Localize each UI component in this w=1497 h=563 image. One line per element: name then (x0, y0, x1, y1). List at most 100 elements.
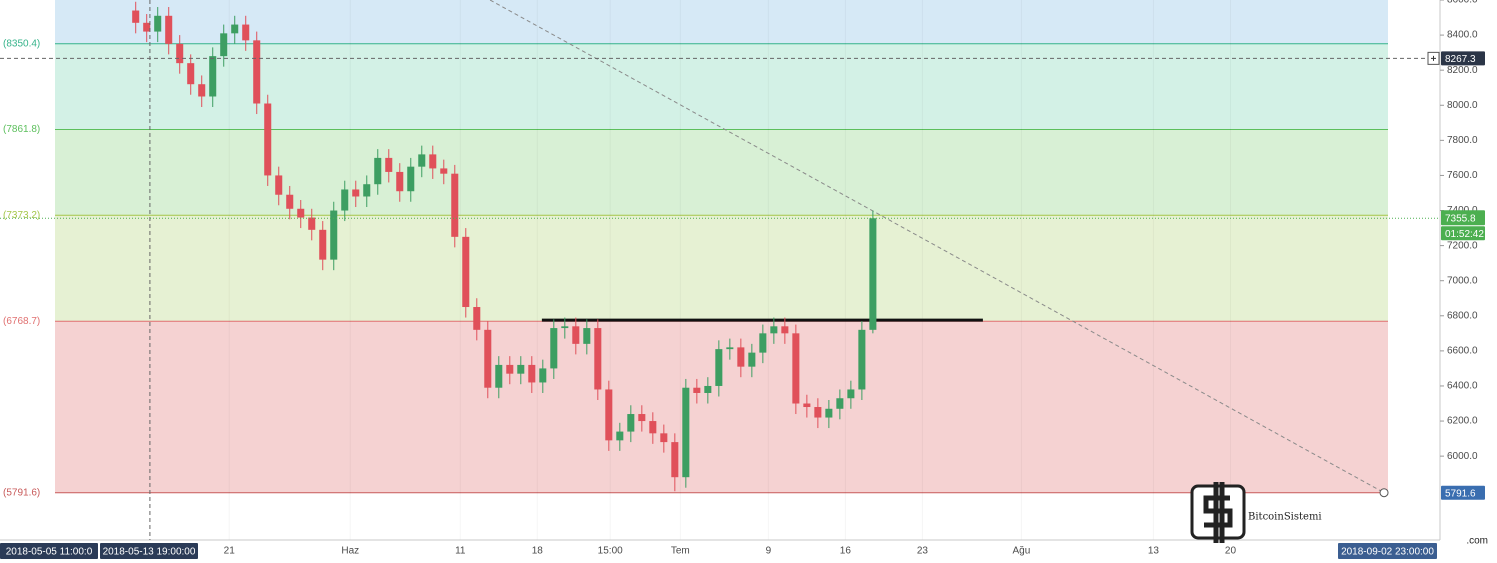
candle-body (143, 22, 151, 32)
candle-body (814, 407, 822, 418)
crosshair-time: 2018-05-13 19:00:00 (103, 547, 196, 558)
y-tick-label: 7800.0 (1447, 135, 1478, 146)
left-time-badge: 2018-05-05 11:00:0 (6, 547, 93, 558)
candle-body (374, 157, 382, 185)
x-tick-label: 9 (766, 546, 772, 557)
candle-body (352, 189, 360, 197)
candle-body (770, 326, 778, 334)
candle-body (704, 385, 712, 393)
x-tick-label: 21 (224, 546, 236, 557)
y-tick-label: 8200.0 (1447, 65, 1478, 76)
x-tick-label: 11 (455, 546, 466, 557)
candle-body (572, 326, 580, 344)
candle-body (583, 328, 591, 344)
candle-body (242, 24, 250, 41)
fib-label: (6768.7) (3, 316, 40, 327)
y-tick-label: 8000.0 (1447, 100, 1478, 111)
candle-body (539, 368, 547, 383)
x-tick-label: Tem (671, 546, 690, 557)
fib-label: (7861.8) (3, 124, 40, 135)
y-tick-label: 6800.0 (1447, 310, 1478, 321)
candle-body (671, 442, 679, 478)
candle-body (781, 326, 789, 334)
fib-label: (7373.2) (3, 210, 40, 221)
x-tick-label: 20 (1225, 546, 1237, 557)
trendline-price-box (1441, 485, 1485, 500)
fib-band (55, 321, 1388, 493)
candle-body (726, 347, 734, 350)
candle-body (649, 421, 657, 434)
x-tick-label: 23 (917, 546, 929, 557)
y-tick-label: 7600.0 (1447, 170, 1478, 181)
x-tick-label: 15:00 (598, 546, 623, 557)
trendline-time: 2018-09-02 23:00:00 (1341, 547, 1434, 558)
candle-body (495, 364, 503, 388)
candle-body (528, 364, 536, 383)
countdown: 01:52:42 (1445, 229, 1484, 240)
candle-body (869, 218, 877, 330)
candle-body (561, 326, 569, 329)
countdown-box (1441, 226, 1485, 241)
candle-body (605, 389, 613, 441)
candle-body (231, 24, 239, 34)
candle-body (693, 387, 701, 393)
candle-body (275, 175, 283, 195)
candle-body (748, 352, 756, 367)
candle-body (385, 157, 393, 172)
candle-body (616, 431, 624, 441)
candle-body (165, 15, 173, 44)
candle-body (297, 208, 305, 218)
fib-band (55, 129, 1388, 216)
candle-body (682, 387, 690, 478)
candle-body (506, 364, 514, 374)
crosshair-price-box (1441, 51, 1485, 66)
fib-band (55, 215, 1388, 322)
candle-body (132, 10, 140, 23)
candle-body (440, 168, 448, 174)
candle-body (451, 173, 459, 237)
candle-body (792, 333, 800, 404)
crosshair-plus-icon (1431, 55, 1436, 61)
y-tick-label: 6200.0 (1447, 416, 1478, 427)
fib-label: (8350.4) (3, 38, 40, 49)
logo-icon (1203, 482, 1233, 543)
candle-body (759, 333, 767, 353)
candle-body (473, 307, 481, 330)
x-tick-label: 18 (532, 546, 544, 557)
candle-body (418, 154, 426, 167)
candle-body (836, 398, 844, 409)
last-price: 7355.8 (1445, 213, 1476, 224)
candle-body (407, 166, 415, 192)
x-tick-label: Haz (341, 546, 359, 557)
candle-body (627, 414, 635, 432)
candle-body (550, 328, 558, 369)
y-tick-label: 6600.0 (1447, 346, 1478, 357)
logo-suffix: .com (1466, 536, 1488, 547)
candle-body (220, 33, 228, 57)
candle-body (330, 210, 338, 260)
candle-body (396, 171, 404, 192)
y-tick-label: 8600.0 (1447, 0, 1478, 6)
fib-band (55, 0, 1388, 44)
candle-body (847, 389, 855, 399)
x-tick-label: Ağu (1013, 546, 1031, 557)
candle-body (660, 433, 668, 443)
y-tick-label: 7000.0 (1447, 275, 1478, 286)
logo-name: BitcoinSistemi (1248, 512, 1322, 523)
candle-body (319, 229, 327, 260)
trendline-time-box (1338, 543, 1437, 559)
left-time-badge-box (0, 543, 98, 559)
trendline (489, 0, 1385, 494)
trendline-handle (1379, 488, 1389, 498)
candle-body (209, 56, 217, 97)
candle-body (187, 63, 195, 85)
candle-body (341, 189, 349, 211)
x-tick-label: 16 (840, 546, 852, 557)
y-tick-label: 7200.0 (1447, 240, 1478, 251)
candle-body (484, 329, 492, 388)
candle-body (198, 84, 206, 97)
candle-body (264, 103, 272, 176)
crosshair-price: 8267.3 (1445, 54, 1476, 65)
crosshair-time-box (100, 543, 198, 559)
candle-body (825, 408, 833, 418)
